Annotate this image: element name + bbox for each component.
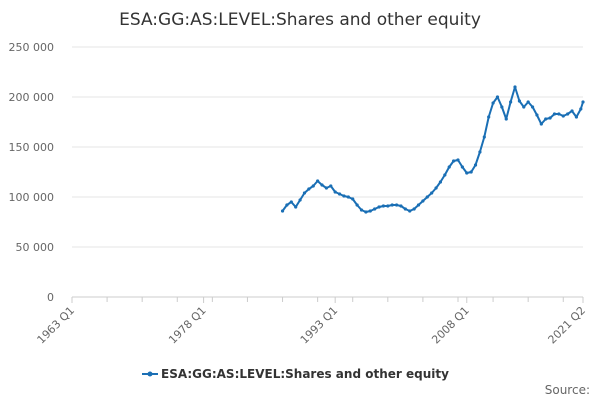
- data-point[interactable]: [403, 207, 407, 211]
- data-point[interactable]: [298, 198, 302, 202]
- data-point[interactable]: [342, 194, 346, 198]
- series-group: [280, 85, 585, 214]
- data-point[interactable]: [368, 209, 372, 213]
- data-point[interactable]: [552, 112, 557, 116]
- data-point[interactable]: [364, 210, 368, 214]
- data-point[interactable]: [390, 203, 394, 207]
- data-point[interactable]: [351, 197, 355, 201]
- data-point[interactable]: [412, 207, 416, 211]
- data-point[interactable]: [434, 186, 438, 190]
- x-tick-label: 2008 Q1: [429, 304, 472, 347]
- data-point[interactable]: [579, 107, 583, 111]
- data-point[interactable]: [570, 109, 574, 113]
- data-point[interactable]: [491, 101, 495, 105]
- legend-swatch-marker: [147, 371, 153, 377]
- data-point[interactable]: [561, 114, 565, 118]
- x-axis-ticks: 1963 Q1 1978 Q1 1993 Q1 2008 Q1 2021 Q2: [35, 297, 589, 347]
- x-tick-label: 1978 Q1: [166, 304, 209, 347]
- data-point[interactable]: [581, 100, 585, 104]
- y-grid: [72, 46, 583, 248]
- y-axis-ticks: 0 50 000 100 000 150 000 200 000 250 000: [9, 41, 55, 304]
- y-tick-label: 250 000: [9, 41, 55, 54]
- y-tick-label: 50 000: [16, 241, 55, 254]
- data-point[interactable]: [548, 116, 552, 120]
- data-point[interactable]: [574, 115, 579, 119]
- data-point[interactable]: [289, 200, 293, 204]
- data-point[interactable]: [517, 99, 521, 103]
- data-point[interactable]: [324, 186, 329, 190]
- y-tick-label: 200 000: [9, 91, 55, 104]
- data-point[interactable]: [329, 184, 333, 188]
- data-point[interactable]: [478, 150, 482, 154]
- data-point[interactable]: [416, 203, 421, 207]
- data-point[interactable]: [386, 204, 390, 208]
- data-point[interactable]: [473, 163, 478, 167]
- data-point[interactable]: [316, 179, 320, 183]
- data-point[interactable]: [381, 204, 386, 208]
- data-point[interactable]: [377, 205, 381, 209]
- data-point[interactable]: [495, 95, 500, 99]
- data-point[interactable]: [557, 112, 561, 116]
- data-point[interactable]: [456, 158, 460, 162]
- source-label: Source:: [545, 383, 590, 397]
- data-point[interactable]: [539, 122, 543, 126]
- data-point[interactable]: [285, 203, 289, 207]
- series-line: [281, 86, 584, 213]
- data-point[interactable]: [425, 195, 429, 199]
- x-tick-label: 1963 Q1: [35, 304, 78, 347]
- x-tick-label: 1993 Q1: [298, 304, 341, 347]
- data-point[interactable]: [394, 203, 399, 207]
- data-point[interactable]: [500, 105, 504, 109]
- legend-label: ESA:GG:AS:LEVEL:Shares and other equity: [161, 367, 449, 381]
- data-point[interactable]: [504, 117, 508, 121]
- data-point[interactable]: [469, 170, 473, 174]
- data-point[interactable]: [355, 203, 359, 207]
- data-point[interactable]: [487, 115, 491, 119]
- y-tick-label: 0: [47, 291, 54, 304]
- data-point[interactable]: [460, 165, 464, 169]
- data-point[interactable]: [307, 187, 311, 191]
- data-point[interactable]: [522, 105, 526, 109]
- data-point[interactable]: [443, 173, 447, 177]
- data-point[interactable]: [373, 207, 377, 211]
- data-point[interactable]: [452, 159, 456, 163]
- data-point[interactable]: [302, 191, 307, 195]
- data-point[interactable]: [346, 195, 350, 199]
- data-point[interactable]: [337, 192, 342, 196]
- data-point[interactable]: [526, 100, 530, 104]
- data-point[interactable]: [280, 209, 285, 213]
- data-point[interactable]: [482, 135, 486, 139]
- y-tick-label: 100 000: [9, 191, 55, 204]
- data-point[interactable]: [566, 112, 570, 116]
- data-point[interactable]: [359, 208, 364, 212]
- data-point[interactable]: [535, 113, 539, 117]
- data-point[interactable]: [465, 171, 469, 175]
- data-point[interactable]: [421, 199, 425, 203]
- data-point[interactable]: [333, 190, 337, 194]
- y-tick-label: 150 000: [9, 141, 55, 154]
- data-point[interactable]: [408, 209, 412, 213]
- data-point[interactable]: [530, 105, 535, 109]
- data-point[interactable]: [399, 204, 403, 208]
- legend[interactable]: ESA:GG:AS:LEVEL:Shares and other equity: [142, 367, 449, 381]
- data-point[interactable]: [294, 205, 298, 209]
- data-point[interactable]: [447, 165, 451, 169]
- data-point[interactable]: [509, 100, 513, 104]
- data-point[interactable]: [513, 85, 517, 89]
- data-point[interactable]: [430, 191, 434, 195]
- x-tick-label: 2021 Q2: [546, 304, 589, 347]
- data-point[interactable]: [544, 117, 548, 121]
- data-point[interactable]: [311, 184, 315, 188]
- data-point[interactable]: [320, 183, 324, 187]
- chart-title: ESA:GG:AS:LEVEL:Shares and other equity: [119, 10, 481, 30]
- data-point[interactable]: [438, 180, 443, 184]
